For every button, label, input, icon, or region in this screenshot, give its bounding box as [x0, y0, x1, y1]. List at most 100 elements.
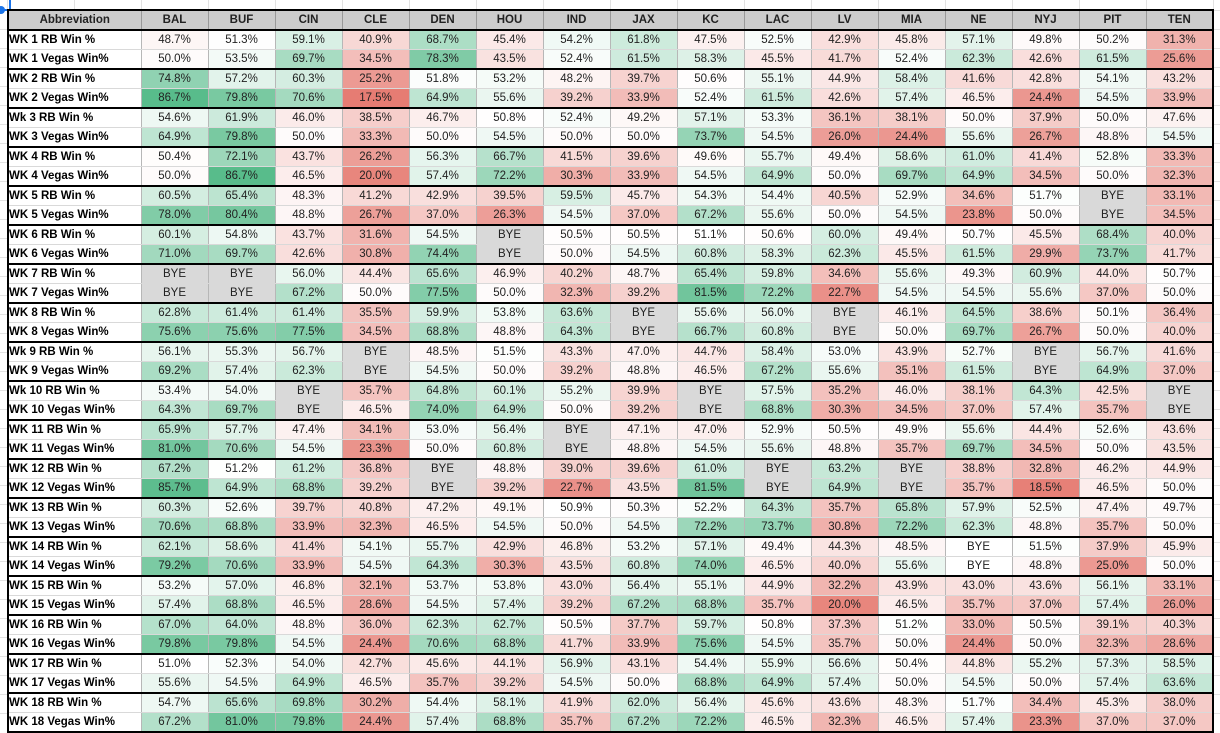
cell-bal[interactable]: BYE	[141, 264, 209, 284]
cell-bal[interactable]: 74.8%	[141, 69, 209, 89]
cell-cin[interactable]: 69.8%	[275, 693, 343, 713]
cell-ind[interactable]: 41.5%	[543, 147, 611, 167]
cell-buf[interactable]: 57.2%	[208, 69, 276, 89]
cell-nyj[interactable]: 29.9%	[1012, 244, 1080, 265]
cell-mia[interactable]: 46.0%	[878, 381, 946, 401]
cell-cle[interactable]: 20.0%	[342, 166, 410, 187]
cell-cin[interactable]: BYE	[275, 400, 343, 421]
cell-hou[interactable]: 64.9%	[476, 400, 544, 421]
cell-nyj[interactable]: 34.5%	[1012, 439, 1080, 460]
cell-jax[interactable]: 45.7%	[610, 186, 678, 206]
cell-cin[interactable]: 56.7%	[275, 342, 343, 362]
cell-bal[interactable]: 69.2%	[141, 361, 209, 382]
cell-jax[interactable]: 39.7%	[610, 69, 678, 89]
cell-mia[interactable]: 54.5%	[878, 205, 946, 226]
cell-nyj[interactable]: 50.5%	[1012, 615, 1080, 635]
cell-jax[interactable]: 33.9%	[610, 88, 678, 109]
cell-kc[interactable]: 46.5%	[677, 361, 745, 382]
cell-ten[interactable]: 36.4%	[1146, 303, 1214, 323]
cell-bal[interactable]: 53.4%	[141, 381, 209, 401]
cell-bal[interactable]: 60.1%	[141, 225, 209, 245]
row-label[interactable]: WK 15 Vegas Win%	[8, 595, 142, 616]
cell-cle[interactable]: BYE	[342, 361, 410, 382]
cell-ind[interactable]: 56.9%	[543, 654, 611, 674]
cell-den[interactable]: 54.4%	[409, 693, 477, 713]
cell-pit[interactable]: 61.5%	[1079, 49, 1147, 70]
cell-den[interactable]: 59.9%	[409, 303, 477, 323]
cell-ne[interactable]: 24.4%	[945, 634, 1013, 655]
cell-lac[interactable]: 57.5%	[744, 381, 812, 401]
cell-mia[interactable]: 46.5%	[878, 595, 946, 616]
cell-pit[interactable]: 50.0%	[1079, 108, 1147, 128]
cell-ne[interactable]: BYE	[945, 556, 1013, 577]
cell-lac[interactable]: 60.8%	[744, 322, 812, 343]
cell-lac[interactable]: 46.5%	[744, 556, 812, 577]
cell-nyj[interactable]: 64.3%	[1012, 381, 1080, 401]
cell-kc[interactable]: 50.6%	[677, 69, 745, 89]
header-team-cle[interactable]: CLE	[342, 10, 410, 31]
cell-cle[interactable]: 23.3%	[342, 439, 410, 460]
row-label[interactable]: WK 2 RB Win %	[8, 69, 142, 89]
cell-cle[interactable]: 26.7%	[342, 205, 410, 226]
cell-nyj[interactable]: BYE	[1012, 342, 1080, 362]
cell-ind[interactable]: 39.2%	[543, 595, 611, 616]
cell-den[interactable]: 56.3%	[409, 147, 477, 167]
cell-hou[interactable]: 50.0%	[476, 283, 544, 304]
cell-lac[interactable]: 50.8%	[744, 615, 812, 635]
cell-lv[interactable]: 44.3%	[811, 537, 879, 557]
cell-nyj[interactable]: 42.8%	[1012, 69, 1080, 89]
cell-lac[interactable]: 54.4%	[744, 186, 812, 206]
cell-bal[interactable]: 81.0%	[141, 439, 209, 460]
cell-jax[interactable]: 53.2%	[610, 537, 678, 557]
cell-lv[interactable]: 50.5%	[811, 420, 879, 440]
cell-buf[interactable]: 86.7%	[208, 166, 276, 187]
cell-lv[interactable]: 20.0%	[811, 595, 879, 616]
cell-ne[interactable]: 61.0%	[945, 147, 1013, 167]
cell-pit[interactable]: 52.8%	[1079, 147, 1147, 167]
cell-bal[interactable]: 86.7%	[141, 88, 209, 109]
cell-ten[interactable]: BYE	[1146, 381, 1214, 401]
cell-lac[interactable]: 54.5%	[744, 127, 812, 148]
cell-bal[interactable]: 62.1%	[141, 537, 209, 557]
cell-nyj[interactable]: 26.7%	[1012, 127, 1080, 148]
cell-cin[interactable]: 54.0%	[275, 654, 343, 674]
cell-bal[interactable]: 48.7%	[141, 30, 209, 50]
cell-ind[interactable]: 54.5%	[543, 673, 611, 694]
cell-cin[interactable]: 68.8%	[275, 478, 343, 499]
cell-mia[interactable]: 65.8%	[878, 498, 946, 518]
cell-buf[interactable]: 61.4%	[208, 303, 276, 323]
cell-nyj[interactable]: 51.7%	[1012, 186, 1080, 206]
cell-jax[interactable]: 47.1%	[610, 420, 678, 440]
cell-lac[interactable]: 54.5%	[744, 634, 812, 655]
cell-den[interactable]: 65.6%	[409, 264, 477, 284]
cell-ne[interactable]: 41.6%	[945, 69, 1013, 89]
cell-ind[interactable]: 41.7%	[543, 634, 611, 655]
cell-den[interactable]: 62.3%	[409, 615, 477, 635]
cell-cin[interactable]: 48.3%	[275, 186, 343, 206]
cell-ten[interactable]: 40.3%	[1146, 615, 1214, 635]
cell-bal[interactable]: 65.9%	[141, 420, 209, 440]
cell-jax[interactable]: 37.7%	[610, 615, 678, 635]
cell-hou[interactable]: 49.1%	[476, 498, 544, 518]
cell-lac[interactable]: 73.7%	[744, 517, 812, 538]
cell-nyj[interactable]: 48.8%	[1012, 517, 1080, 538]
cell-ten[interactable]: 40.0%	[1146, 322, 1214, 343]
header-team-ne[interactable]: NE	[945, 10, 1013, 31]
cell-ten[interactable]: 54.5%	[1146, 127, 1214, 148]
cell-ne[interactable]: 50.0%	[945, 108, 1013, 128]
cell-buf[interactable]: 64.9%	[208, 478, 276, 499]
cell-cin[interactable]: 42.6%	[275, 244, 343, 265]
cell-ne[interactable]: 23.8%	[945, 205, 1013, 226]
cell-cle[interactable]: 32.3%	[342, 517, 410, 538]
cell-nyj[interactable]: 48.8%	[1012, 556, 1080, 577]
cell-cle[interactable]: 25.2%	[342, 69, 410, 89]
row-label[interactable]: WK 16 Vegas Win%	[8, 634, 142, 655]
cell-ind[interactable]: 46.8%	[543, 537, 611, 557]
cell-cin[interactable]: 39.7%	[275, 498, 343, 518]
cell-jax[interactable]: 39.2%	[610, 283, 678, 304]
cell-hou[interactable]: 68.8%	[476, 634, 544, 655]
cell-hou[interactable]: 39.2%	[476, 673, 544, 694]
cell-pit[interactable]: 50.0%	[1079, 166, 1147, 187]
cell-cin[interactable]: 69.7%	[275, 49, 343, 70]
cell-jax[interactable]: BYE	[610, 322, 678, 343]
